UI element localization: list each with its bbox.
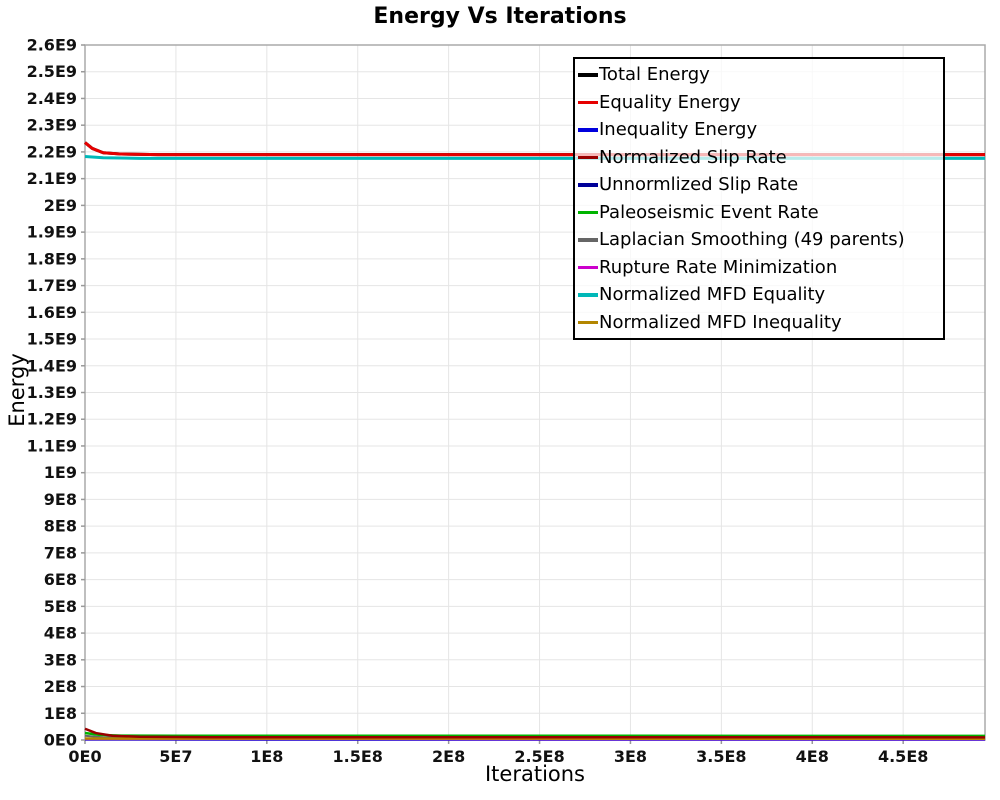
y-tick-label: 2.3E9 xyxy=(27,116,77,135)
series-normalized-slip-rate xyxy=(84,727,986,739)
x-tick-labels: 0E0 5E7 1E8 1.5E8 2E8 2.5E8 3E8 3.5E8 4E8 4.5E8 xyxy=(68,740,928,766)
legend-item-paleoseismic-event-rate: Paleoseismic Event Rate xyxy=(578,202,943,223)
x-axis-label: Iterations xyxy=(484,762,586,786)
legend-swatch-equality-energy xyxy=(578,100,598,104)
legend-label-unnormlized-slip-rate: Unnormlized Slip Rate xyxy=(599,174,799,196)
y-axis-label: Energy xyxy=(5,353,29,427)
y-tick-label: 1.8E9 xyxy=(27,249,77,268)
y-tick-label: 2.2E9 xyxy=(27,142,77,161)
x-tick-label: 4E8 xyxy=(796,747,829,766)
x-tick-label: 2E8 xyxy=(432,747,465,766)
legend: Total Energy Equality Energy Inequality En… xyxy=(573,57,945,340)
y-tick-label: 1.1E9 xyxy=(27,436,77,455)
y-tick-labels: 0E0 1E8 2E8 3E8 4E8 5E8 6E8 7E8 8E8 9E8 1E9 1.1E9 1.… xyxy=(27,36,85,750)
y-tick-label: 3E8 xyxy=(44,650,77,669)
y-tick-label: 1.7E9 xyxy=(27,276,77,295)
y-tick-label: 0E0 xyxy=(44,731,77,750)
chart-title: Energy Vs Iterations xyxy=(373,4,627,29)
y-tick-label: 2.4E9 xyxy=(27,89,77,108)
y-tick-label: 1E8 xyxy=(44,704,77,723)
series-normalized-mfd-equality xyxy=(84,154,985,160)
y-tick-label: 2.6E9 xyxy=(27,36,77,55)
x-tick-label: 3E8 xyxy=(614,747,647,766)
y-tick-label: 1.2E9 xyxy=(27,410,77,429)
y-tick-label: 7E8 xyxy=(44,543,77,562)
y-tick-label: 2.1E9 xyxy=(27,169,77,188)
legend-label-laplacian-smoothing: Laplacian Smoothing (49 parents) xyxy=(599,229,905,251)
y-tick-label: 2.5E9 xyxy=(27,62,77,81)
legend-item-equality-energy: Equality Energy xyxy=(578,92,943,113)
legend-swatch-rupture-rate-minimization xyxy=(578,265,598,269)
x-tick-label: 5E7 xyxy=(159,747,192,766)
legend-item-total-energy: Total Energy xyxy=(578,64,943,85)
x-tick-label: 3.5E8 xyxy=(696,747,746,766)
x-tick-label: 1E8 xyxy=(250,747,283,766)
series-equality-energy xyxy=(84,141,985,157)
legend-item-normalized-slip-rate: Normalized Slip Rate xyxy=(578,147,943,168)
legend-item-normalized-mfd-equality: Normalized MFD Equality xyxy=(578,284,943,305)
legend-label-normalized-slip-rate: Normalized Slip Rate xyxy=(599,146,787,168)
y-tick-label: 1.6E9 xyxy=(27,303,77,322)
x-tick-label: 1.5E8 xyxy=(333,747,383,766)
x-tick-label: 2.5E8 xyxy=(514,747,564,766)
legend-label-total-energy: Total Energy xyxy=(599,64,710,86)
y-tick-label: 2E8 xyxy=(44,677,77,696)
legend-swatch-normalized-mfd-equality xyxy=(578,293,598,297)
legend-swatch-unnormlized-slip-rate xyxy=(578,183,598,187)
legend-label-equality-energy: Equality Energy xyxy=(599,91,741,113)
y-tick-label: 1.9E9 xyxy=(27,223,77,242)
y-tick-label: 9E8 xyxy=(44,490,77,509)
series-paleoseismic-event-rate xyxy=(84,731,986,738)
legend-swatch-paleoseismic-event-rate xyxy=(578,210,598,214)
y-tick-label: 1E9 xyxy=(44,463,77,482)
x-tick-label: 0E0 xyxy=(68,747,101,766)
legend-swatch-inequality-energy xyxy=(578,128,598,132)
legend-item-normalized-mfd-inequality: Normalized MFD Inequality xyxy=(578,312,943,333)
y-tick-label: 5E8 xyxy=(44,597,77,616)
y-tick-label: 1.4E9 xyxy=(27,356,77,375)
legend-item-unnormlized-slip-rate: Unnormlized Slip Rate xyxy=(578,174,943,195)
series-lines xyxy=(84,141,986,741)
legend-swatch-normalized-slip-rate xyxy=(578,155,598,159)
y-tick-label: 8E8 xyxy=(44,517,77,536)
y-tick-label: 2E9 xyxy=(44,196,77,215)
legend-swatch-total-energy xyxy=(578,73,598,77)
legend-label-paleoseismic-event-rate: Paleoseismic Event Rate xyxy=(599,201,819,223)
legend-label-normalized-mfd-equality: Normalized MFD Equality xyxy=(599,284,826,306)
y-tick-label: 4E8 xyxy=(44,624,77,643)
y-tick-label: 1.3E9 xyxy=(27,383,77,402)
y-tick-label: 1.5E9 xyxy=(27,330,77,349)
legend-label-rupture-rate-minimization: Rupture Rate Minimization xyxy=(599,256,838,278)
legend-label-normalized-mfd-inequality: Normalized MFD Inequality xyxy=(599,311,842,333)
x-tick-label: 4.5E8 xyxy=(878,747,928,766)
legend-swatch-laplacian-smoothing xyxy=(578,238,598,242)
legend-swatch-normalized-mfd-inequality xyxy=(578,320,598,324)
legend-item-inequality-energy: Inequality Energy xyxy=(578,119,943,140)
y-tick-label: 6E8 xyxy=(44,570,77,589)
legend-label-inequality-energy: Inequality Energy xyxy=(599,119,758,141)
legend-item-rupture-rate-minimization: Rupture Rate Minimization xyxy=(578,257,943,278)
legend-item-laplacian-smoothing: Laplacian Smoothing (49 parents) xyxy=(578,229,943,250)
